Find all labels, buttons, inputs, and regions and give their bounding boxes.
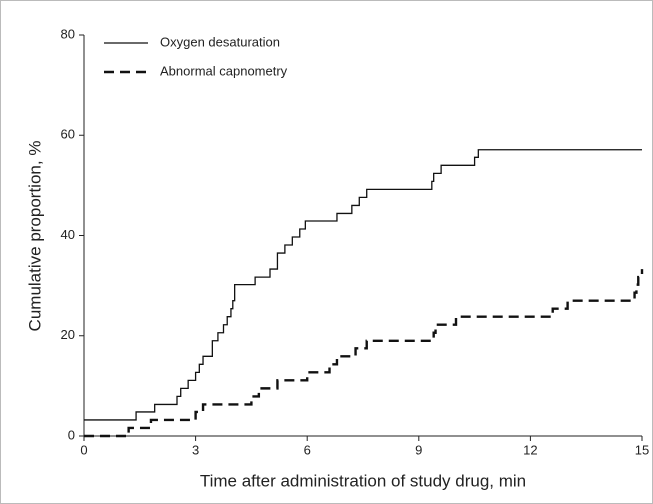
y-tick-label: 40 <box>61 227 75 242</box>
y-axis-title: Cumulative proportion, % <box>25 141 44 332</box>
y-tick-label: 20 <box>61 327 75 342</box>
x-tick-label: 9 <box>415 442 422 457</box>
x-axis-title: Time after administration of study drug,… <box>200 471 526 490</box>
x-tick-label: 15 <box>635 442 649 457</box>
series-line <box>84 149 642 421</box>
legend-label: Abnormal capnometry <box>160 63 288 78</box>
x-tick-label: 6 <box>304 442 311 457</box>
y-tick-label: 80 <box>61 26 75 41</box>
x-tick-label: 0 <box>80 442 87 457</box>
y-tick-label: 60 <box>61 127 75 142</box>
x-tick-label: 3 <box>192 442 199 457</box>
legend-label: Oxygen desaturation <box>160 34 280 49</box>
x-tick-label: 12 <box>523 442 537 457</box>
y-tick-label: 0 <box>68 427 75 442</box>
series-line <box>84 269 644 438</box>
